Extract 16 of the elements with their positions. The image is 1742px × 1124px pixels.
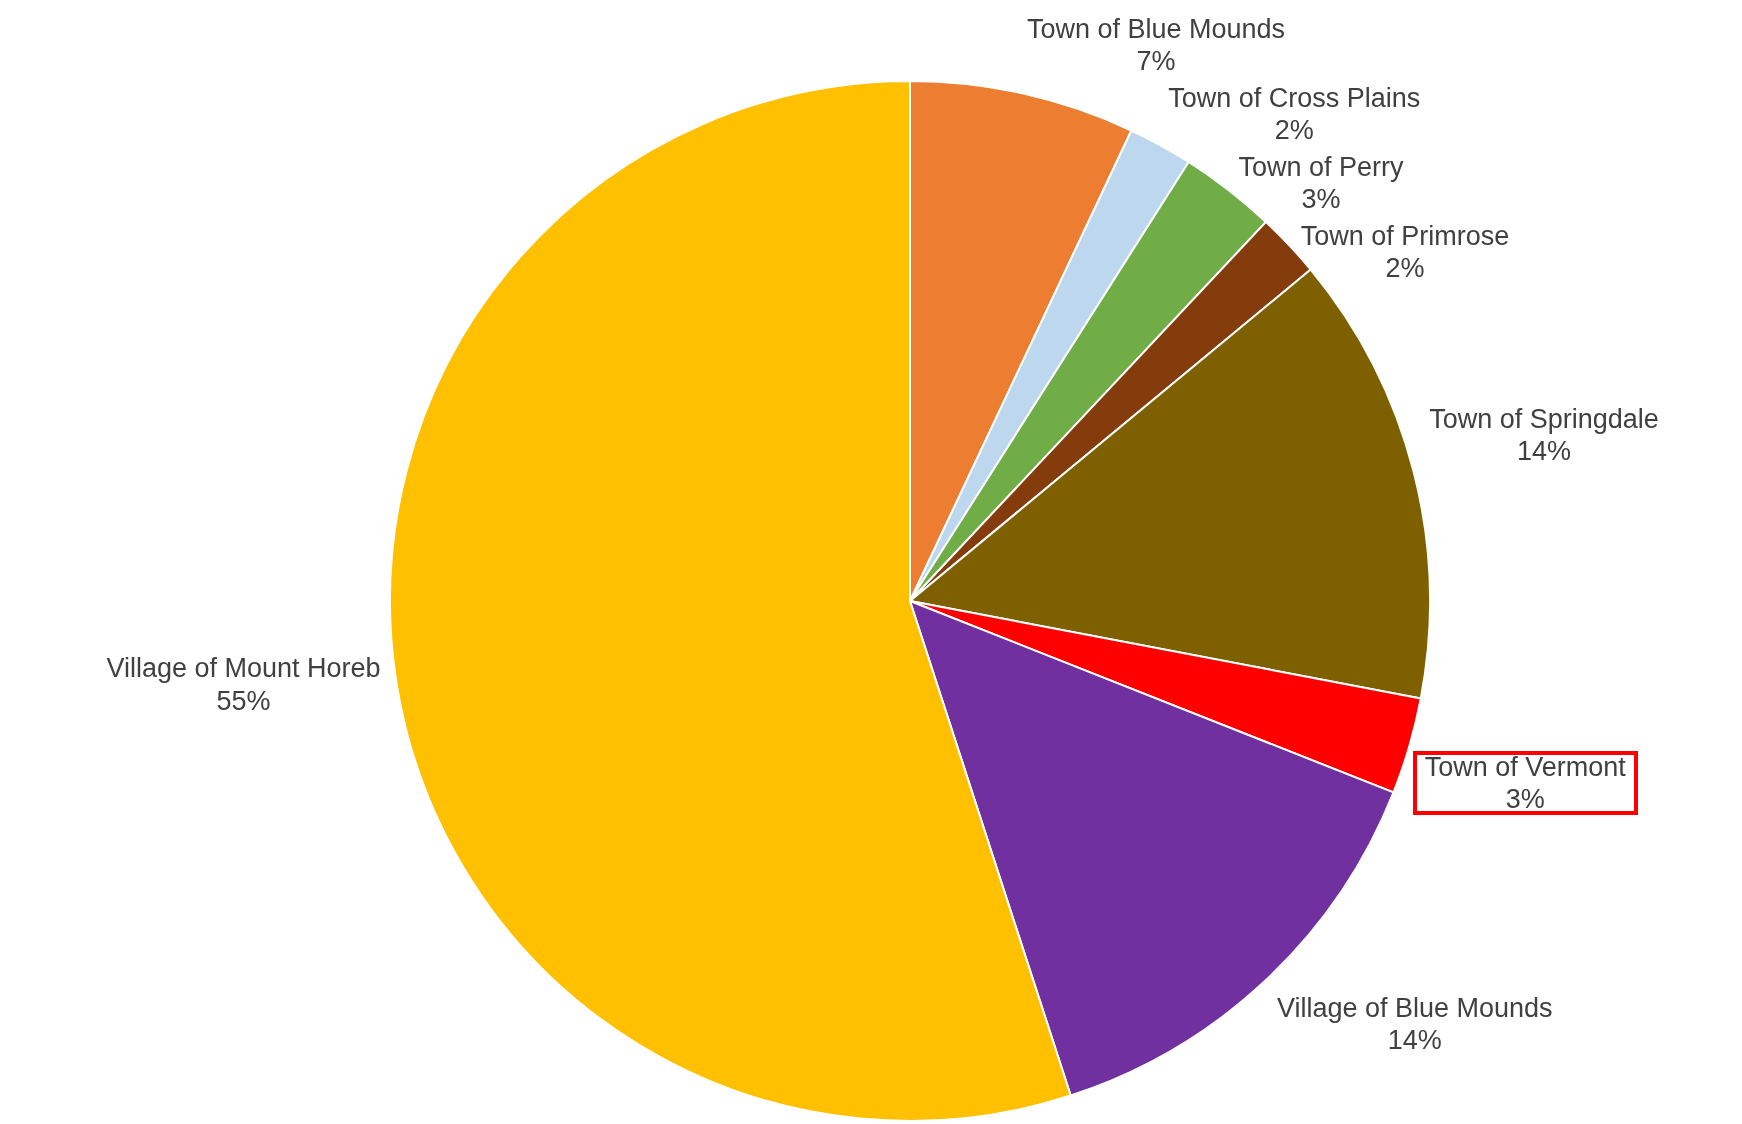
data-label: 3%	[1504, 782, 1546, 816]
slice-label: Village of Blue Mounds	[1276, 991, 1553, 1025]
slice-label: Town of Cross Plains	[1168, 81, 1421, 115]
slice-label: Town of Blue Mounds	[1026, 13, 1286, 46]
slice-label: Town of Springdale	[1429, 402, 1659, 436]
data-label: 14%	[1515, 435, 1572, 468]
slice-label: Town of Vermont	[1424, 750, 1626, 783]
data-label: 14%	[1386, 1024, 1443, 1057]
slice-label: Village of Mount Horeb	[106, 652, 381, 685]
data-label: 55%	[215, 684, 272, 718]
data-label: 3%	[1300, 183, 1342, 216]
data-label: 2%	[1384, 251, 1426, 285]
slice-label: Town of Primrose	[1300, 219, 1510, 252]
data-label: 7%	[1135, 45, 1177, 78]
data-label: 2%	[1273, 114, 1315, 147]
slice-label: Town of Perry	[1238, 150, 1404, 184]
